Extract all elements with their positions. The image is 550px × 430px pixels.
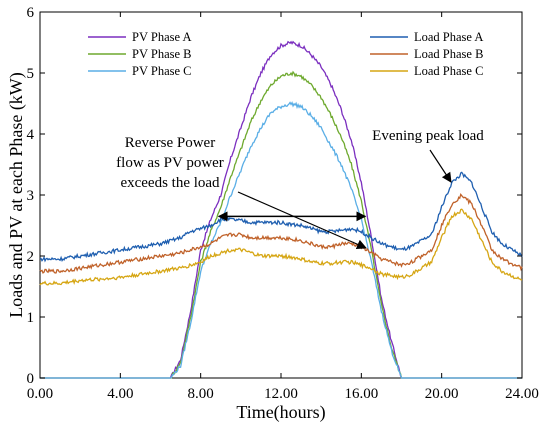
legend-label: PV Phase C <box>132 64 192 78</box>
annotation-evening-peak: Evening peak load <box>372 128 484 144</box>
series-line-pv-phase-b <box>40 70 522 379</box>
annotation-reverse-line-2: flow as PV power <box>116 155 224 171</box>
y-tick-label: 0 <box>27 371 35 387</box>
annotation-arrow-evening <box>429 149 452 183</box>
legend-label: Load Phase C <box>414 64 483 78</box>
annotation-evening-line-1: Evening peak load <box>372 128 484 144</box>
y-tick-label: 2 <box>27 249 35 265</box>
legend-label: PV Phase A <box>132 30 192 44</box>
y-tick-label: 5 <box>27 66 35 82</box>
y-tick-label: 1 <box>27 310 35 326</box>
x-tick-label: 16.00 <box>344 386 378 402</box>
annotation-reverse-line-1: Reverse Power <box>125 135 215 151</box>
y-tick-label: 3 <box>27 188 35 204</box>
y-tick-label: 6 <box>27 5 35 21</box>
series-line-load-phase-a <box>39 171 523 263</box>
plot-area: 0.00 4.00 8.00 12.00 16.00 20.00 24.00 0 1 2 3 4 5 6 <box>27 5 539 402</box>
legend-label: PV Phase B <box>132 47 192 61</box>
y-axis-label: Loads and PV at each Phase (kW) <box>6 72 27 318</box>
annotation-reverse-line-3: exceeds the load <box>120 175 220 191</box>
x-axis-label: Time(hours) <box>236 402 325 423</box>
tick-layer: 0.00 4.00 8.00 12.00 16.00 20.00 24.00 0 1 2 3 4 5 6 <box>27 5 539 402</box>
x-tick-label: 20.00 <box>425 386 459 402</box>
x-tick-label: 12.00 <box>264 386 298 402</box>
series-line-load-phase-b <box>39 193 523 274</box>
x-tick-label: 4.00 <box>107 386 133 402</box>
x-tick-label: 8.00 <box>188 386 214 402</box>
legend-label: Load Phase A <box>414 30 483 44</box>
annotation-reverse-power: Reverse Power flow as PV power exceeds t… <box>116 135 224 191</box>
x-tick-label: 24.00 <box>505 386 539 402</box>
series-line-load-phase-c <box>39 208 523 286</box>
legend-label: Load Phase B <box>414 47 483 61</box>
annotation-arrows <box>217 149 452 249</box>
legend-load: Load Phase A Load Phase B Load Phase C <box>370 30 483 78</box>
series-layer <box>39 40 523 379</box>
legend-pv: PV Phase A PV Phase B PV Phase C <box>88 30 192 78</box>
y-tick-label: 4 <box>27 127 35 143</box>
x-tick-label: 0.00 <box>27 386 53 402</box>
